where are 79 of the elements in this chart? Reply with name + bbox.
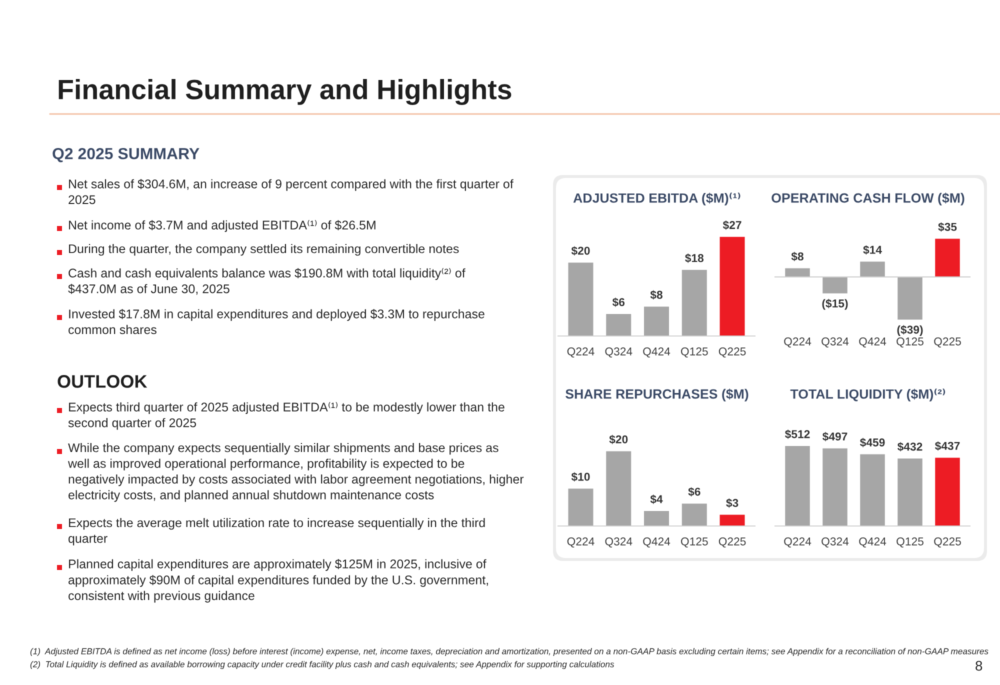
bar (606, 451, 632, 526)
data-label: $35 (938, 222, 957, 232)
chart-title: SHARE REPURCHASES ($M) (566, 388, 748, 402)
x-tick-label: Q225 (718, 347, 746, 358)
bar (898, 276, 922, 320)
x-tick-label: Q125 (896, 337, 924, 348)
x-tick-label: Q225 (934, 337, 961, 348)
data-label: $20 (571, 246, 590, 256)
data-label: $20 (609, 434, 628, 444)
bar (568, 262, 594, 336)
data-label: ($39) (897, 325, 923, 336)
x-tick-label: Q424 (643, 537, 670, 548)
x-tick-label: Q324 (605, 347, 632, 358)
chart-title: OPERATING CASH FLOW ($M) (772, 192, 964, 206)
data-label: $459 (860, 438, 885, 448)
bar (860, 454, 885, 526)
bar (682, 270, 707, 336)
data-label: $27 (722, 220, 742, 230)
bar (644, 511, 669, 526)
x-tick-label: Q224 (567, 347, 594, 358)
text: Cash and cash equivalents balance was $190.8M with total liquidity⁽²⁾ of $437.0M as of June 30, 2025 (68, 268, 466, 295)
text: (1) Adjusted EBITDA is defined as net income (loss) before interest (income) expense, net, income taxes, depreciation and amortization, presented on a non-GAAP basis excluding certain items; see Appendix for a reconciliation of non-GAAP measures (30, 648, 988, 656)
bar (682, 504, 707, 526)
x-tick-label: Q324 (822, 337, 849, 348)
text: During the quarter, the company settled its remaining convertible notes (69, 244, 459, 256)
x-tick-label: Q224 (567, 537, 594, 548)
data-label: $4 (650, 494, 663, 504)
data-label: $432 (897, 442, 922, 452)
x-tick-label: Q224 (784, 537, 812, 548)
text: 8 (976, 660, 982, 671)
bar (644, 306, 669, 336)
x-tick-label: Q424 (643, 347, 670, 358)
x-tick-label: Q125 (680, 537, 708, 548)
x-tick-label: Q125 (896, 537, 924, 548)
x-tick-label: Q224 (784, 337, 812, 348)
x-tick-label: Q225 (718, 537, 746, 548)
text: OUTLOOK (58, 375, 148, 388)
text: Expects third quarter of 2025 adjusted EBITDA⁽¹⁾ to be modestly lower than the second quarter of 2025 (68, 402, 504, 430)
data-label: $10 (571, 472, 590, 482)
text: Expects the average melt utilization rate to increase sequentially in the third quarter (68, 518, 485, 546)
bar (935, 238, 960, 277)
bar (898, 458, 922, 526)
x-tick-label: Q424 (859, 537, 886, 548)
bar (568, 488, 594, 526)
bar (822, 276, 848, 294)
data-label: $18 (685, 254, 704, 263)
text: While the company expects sequentially similar shipments and base prices as well as improved operational performance, profitability is expected to be negatively impacted by costs associated with labor agreement negotiations, higher electricity costs, and planned annual shutdown maintenance costs (68, 443, 524, 502)
bar (860, 262, 885, 277)
data-label: $8 (650, 290, 662, 300)
chart-title: ADJUSTED EBITDA ($M)⁽¹⁾ (573, 192, 740, 206)
text: Net sales of $304.6M, an increase of 9 percent compared with the first quarter of 2025 (68, 179, 514, 204)
bar (785, 446, 810, 526)
text: Invested $17.8M in capital expenditures and deployed $3.3M to repurchase common shares (68, 309, 484, 334)
bar (720, 514, 745, 526)
data-label: $6 (612, 298, 625, 307)
data-label: $512 (784, 430, 810, 439)
data-label: ($15) (822, 298, 848, 310)
text: Planned capital expenditures are approximately $125M in 2025, inclusive of approximately $90M of capital expenditures funded by the U.S. government, consistent with previous guidance (68, 559, 488, 603)
x-tick-label: Q125 (680, 347, 708, 358)
bar (935, 458, 960, 526)
text: Q2 2025 SUMMARY (52, 148, 200, 162)
data-label: $3 (726, 498, 738, 508)
text: (2) Total Liquidity is defined as available borrowing capacity under credit facility plus cash and cash equivalents; see Appendix for supporting calculations (30, 660, 614, 670)
x-tick-label: Q324 (822, 537, 849, 548)
x-tick-label: Q324 (605, 537, 632, 548)
x-tick-label: Q225 (934, 537, 961, 548)
data-label: $497 (822, 432, 848, 442)
bar (785, 268, 810, 277)
text: Net income of $3.7M and adjusted EBITDA⁽¹⁾ of $26.5M (69, 220, 376, 232)
data-label: $437 (934, 441, 960, 451)
chart-title: TOTAL LIQUIDITY ($M)⁽²⁾ (790, 388, 946, 402)
text: Financial Summary and Highlights (58, 78, 512, 106)
bar (720, 236, 745, 336)
bar (822, 448, 848, 526)
x-tick-label: Q424 (859, 337, 886, 348)
data-label: $6 (688, 487, 700, 496)
data-label: $8 (791, 252, 804, 262)
bar (606, 314, 632, 336)
data-label: $14 (863, 245, 882, 255)
